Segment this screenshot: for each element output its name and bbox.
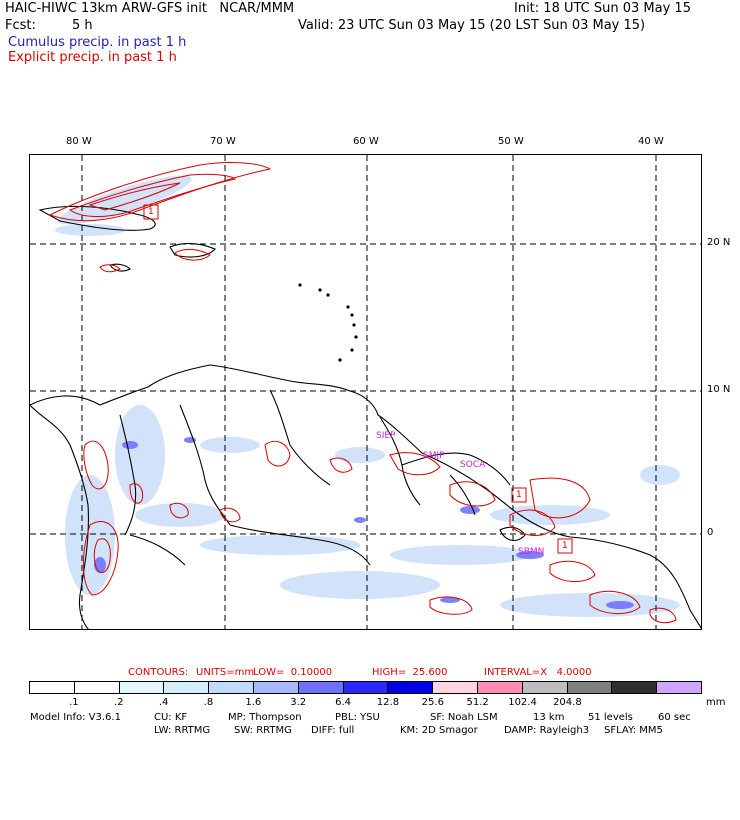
- color-bar-cell: [657, 682, 701, 693]
- region-label-sbmn: SBMN: [518, 547, 545, 557]
- lat-label-equator: 0: [707, 527, 714, 538]
- contours-low: LOW= 0.10000: [253, 667, 333, 678]
- color-bar-cell: [164, 682, 210, 693]
- lat-label-20n: 20 N: [707, 237, 731, 248]
- color-bar-cell: [343, 682, 389, 693]
- precip-max-label: 1: [516, 490, 522, 500]
- contours-units: UNITS=mm: [196, 667, 255, 678]
- contour-info: CONTOURS: UNITS=mm LOW= 0.10000 HIGH= 25…: [0, 667, 740, 733]
- lon-label-40w: 40 W: [638, 136, 664, 147]
- color-bar-cell: [119, 682, 165, 693]
- model-info-line2: LW: RRTMG SW: RRTMG DIFF: full KM: 2D Sm…: [30, 725, 663, 809]
- microphysics-scheme: MP: Thompson: [228, 712, 302, 723]
- precip-map: 1 1 1 SIEP SMJP SOCA SBMN: [29, 154, 702, 630]
- color-bar: [29, 681, 702, 694]
- grid-spacing: 13 km: [533, 712, 565, 723]
- lon-label-60w: 60 W: [353, 136, 379, 147]
- precip-max-label: 1: [562, 541, 568, 551]
- vertical-levels: 51 levels: [588, 712, 633, 723]
- cumulus-precip-shading: [55, 175, 680, 617]
- islands: [298, 283, 358, 362]
- color-bar-cell: [522, 682, 568, 693]
- lon-label-50w: 50 W: [498, 136, 524, 147]
- contours-high: HIGH= 25.600: [372, 667, 448, 678]
- model-info-line1: Model Info: V3.6.1 CU: KF MP: Thompson P…: [30, 712, 691, 820]
- valid-time: Valid: 23 UTC Sun 03 May 15 (20 LST Sun …: [298, 18, 646, 33]
- color-bar-cell: [253, 682, 299, 693]
- longwave-scheme: LW: RRTMG: [154, 725, 211, 736]
- field-explicit-label: Explicit precip. in past 1 h: [8, 50, 177, 65]
- region-label-siep: SIEP: [376, 431, 396, 441]
- color-bar-label: 12.8: [376, 697, 400, 708]
- color-bar-unit: mm: [706, 697, 726, 708]
- precip-max-label: 1: [148, 207, 154, 217]
- init-time: Init: 18 UTC Sun 03 May 15: [514, 1, 691, 16]
- color-bar-cell: [30, 682, 75, 693]
- shortwave-scheme: SW: RRTMG: [234, 725, 292, 736]
- precip-max-boxes: [143, 204, 573, 554]
- color-bar-label: 3.2: [290, 697, 307, 708]
- diffusion-option: DIFF: full: [311, 725, 355, 736]
- cumulus-precip-cores: [94, 437, 634, 609]
- color-bar-label: 102.4: [508, 697, 537, 708]
- model-version: Model Info: V3.6.1: [30, 712, 121, 723]
- lat-label-10n: 10 N: [707, 384, 731, 395]
- field-cumulus-label: Cumulus precip. in past 1 h: [8, 35, 187, 50]
- map-canvas: [30, 155, 701, 629]
- cumulus-scheme: CU: KF: [154, 712, 188, 723]
- color-bar-label: .2: [113, 697, 124, 708]
- damping-option: DAMP: Rayleigh3: [504, 725, 590, 736]
- color-bar-label: 6.4: [335, 697, 352, 708]
- plot-title: HAIC-HIWC 13km ARW-GFS init NCAR/MMM: [5, 1, 295, 16]
- region-label-smjp: SMJP: [423, 451, 445, 461]
- time-step: 60 sec: [658, 712, 691, 723]
- eddy-option: KM: 2D Smagor: [400, 725, 478, 736]
- color-bar-cell: [388, 682, 434, 693]
- forecast-label: Fcst:: [5, 18, 36, 33]
- color-bar-label: .4: [158, 697, 169, 708]
- contours-label: CONTOURS:: [128, 667, 189, 678]
- color-bar-cell: [477, 682, 523, 693]
- color-bar-cell: [567, 682, 613, 693]
- contours-interval: INTERVAL=X 4.0000: [484, 667, 592, 678]
- lon-label-80w: 80 W: [66, 136, 92, 147]
- surface-layer-scheme: SFLAY: MM5: [604, 725, 663, 736]
- coastlines: [30, 205, 701, 629]
- color-bar-label: 51.2: [466, 697, 489, 708]
- latlon-grid: [30, 155, 701, 629]
- color-bar-cell: [433, 682, 478, 693]
- color-bar-label: 1.6: [245, 697, 262, 708]
- color-bar-cell: [74, 682, 120, 693]
- surface-scheme: SF: Noah LSM: [430, 712, 498, 723]
- color-bar-label: .1: [69, 697, 79, 708]
- color-bar-label: 204.8: [553, 697, 582, 708]
- color-bar-label: .8: [203, 697, 214, 708]
- color-bar-cell: [612, 682, 658, 693]
- color-bar-cell: [298, 682, 344, 693]
- color-bar-cell: [209, 682, 254, 693]
- lon-label-70w: 70 W: [210, 136, 236, 147]
- explicit-precip-contours: [48, 161, 677, 624]
- region-label-soca: SOCA: [460, 460, 486, 470]
- forecast-hour: 5 h: [72, 18, 93, 33]
- color-bar-label: 25.6: [421, 697, 444, 708]
- pbl-scheme: PBL: YSU: [335, 712, 380, 723]
